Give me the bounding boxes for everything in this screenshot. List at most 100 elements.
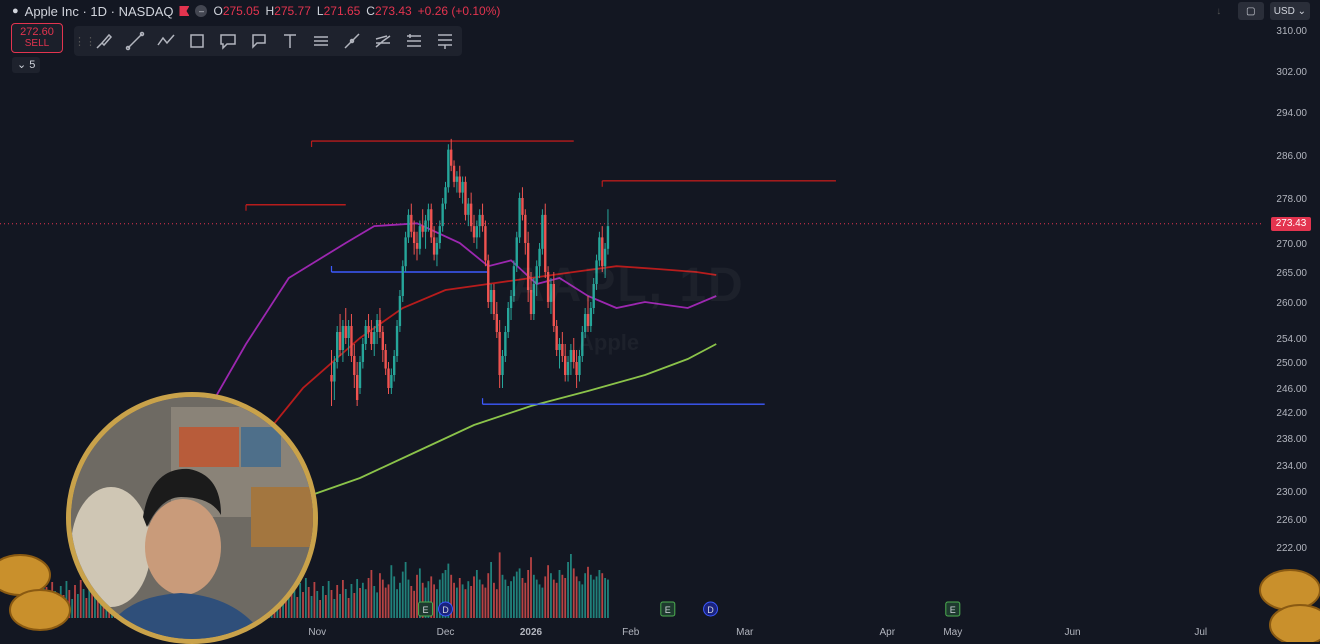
volume-bar (379, 573, 381, 618)
event-marker (438, 601, 453, 617)
volume-bar (324, 595, 327, 618)
volume-bar (550, 573, 552, 618)
event-marker-label: D (442, 605, 449, 615)
volume-bar (361, 582, 364, 618)
currency-label: USD (1273, 5, 1295, 17)
symbol-title[interactable]: Apple Inc · 1D · NASDAQ (24, 3, 174, 19)
drag-handle-icon[interactable]: ⋮⋮ (74, 35, 96, 48)
candle-body (350, 326, 353, 356)
volume-bar (453, 582, 455, 618)
candle-body (504, 332, 507, 356)
volume-bar (604, 578, 606, 618)
candle-body (586, 314, 590, 326)
volume-bar (544, 576, 547, 618)
volume-bar (99, 597, 102, 618)
low-value: 271.65 (323, 4, 361, 18)
volume-bar (393, 576, 396, 618)
volume-bar (493, 582, 495, 618)
volume-bar (572, 568, 575, 618)
download-icon[interactable]: ↓ (1216, 5, 1222, 17)
x-axis-tick-label: Dec (437, 627, 455, 638)
volume-bar (515, 571, 518, 618)
volume-bar (421, 582, 424, 618)
volume-bar (589, 574, 592, 618)
symbol-watermark: AAPL, 1D (510, 258, 745, 313)
candle-body (492, 290, 496, 314)
volume-bar (364, 589, 367, 618)
volume-bar (401, 571, 404, 618)
candle-body (467, 203, 470, 215)
pitchfork-icon[interactable] (367, 26, 398, 56)
market-status-icon[interactable]: – (195, 5, 208, 17)
close-label: C (366, 4, 375, 18)
volume-bar (316, 591, 319, 618)
candle-body (555, 326, 558, 350)
candle-body (595, 260, 598, 284)
candle-body (606, 226, 610, 249)
candle-body (407, 214, 410, 238)
candle-body (518, 198, 521, 238)
currency-select[interactable]: USD ⌄ (1269, 2, 1310, 20)
brush-icon[interactable] (88, 26, 119, 56)
candle-body (558, 344, 561, 350)
volume-bar (595, 576, 598, 618)
path-icon[interactable] (150, 26, 181, 56)
name-watermark: Apple (578, 330, 639, 356)
y-axis-tick-label: 250.00 (1276, 358, 1307, 369)
x-axis-tick-label: 2026 (520, 627, 543, 638)
pencil-line-icon[interactable] (336, 26, 367, 56)
volume-bar (304, 578, 307, 618)
volume-bar (507, 586, 510, 618)
flag-icon[interactable] (179, 6, 190, 16)
candle-body (381, 332, 384, 350)
candle-body (569, 350, 573, 362)
volume-bar (327, 581, 330, 618)
y-axis-tick-label: 254.00 (1276, 334, 1307, 345)
event-marker-label: D (707, 605, 714, 615)
volume-bar (433, 584, 435, 618)
volume-bar (456, 587, 458, 618)
fib-retracement-icon[interactable] (398, 26, 429, 56)
screenshot-icon[interactable]: ▢ (1237, 2, 1264, 20)
volume-bar (296, 597, 299, 618)
comment-icon[interactable] (243, 26, 274, 56)
volume-bar (333, 599, 336, 618)
candle-body (598, 237, 601, 261)
volume-bar (282, 598, 284, 618)
rectangle-icon[interactable] (181, 26, 212, 56)
volume-bar (598, 570, 601, 618)
trend-line-icon[interactable] (119, 26, 150, 56)
candle-body (521, 198, 524, 215)
text-icon[interactable] (274, 26, 305, 56)
candle-body (336, 332, 339, 362)
apple-logo-icon: ● (12, 5, 19, 17)
candle-body (398, 296, 402, 326)
volume-bar (407, 579, 410, 618)
candle-body (355, 375, 359, 400)
volume-bar (567, 562, 569, 618)
fib-extension-icon[interactable] (429, 26, 460, 56)
volume-bar (413, 590, 416, 618)
candle-body (515, 237, 518, 267)
bitcoin-coin-icon (0, 554, 51, 596)
parallel-lines-icon[interactable] (305, 26, 336, 56)
candle-body (535, 266, 538, 284)
candle-body (361, 344, 365, 362)
volume-bar (538, 584, 541, 618)
candle-body (498, 332, 501, 375)
top-right-controls: ↓ ▢ USD ⌄ (1206, 2, 1310, 20)
sell-button[interactable]: 272.60 SELL (11, 23, 63, 53)
volume-bar (450, 574, 453, 618)
candle-body (421, 226, 424, 232)
volume-bar (464, 589, 467, 618)
candle-body (390, 375, 393, 388)
indicators-toggle[interactable]: ⌄ 5 (12, 57, 41, 73)
volume-bar (376, 592, 378, 618)
callout-icon[interactable] (212, 26, 243, 56)
candle-body (578, 356, 581, 375)
candle-body (424, 220, 427, 232)
sell-label: SELL (24, 38, 50, 49)
drawing-toolbar: ⋮⋮ (74, 26, 462, 56)
candle-body (549, 284, 553, 302)
candle-body (341, 326, 345, 350)
